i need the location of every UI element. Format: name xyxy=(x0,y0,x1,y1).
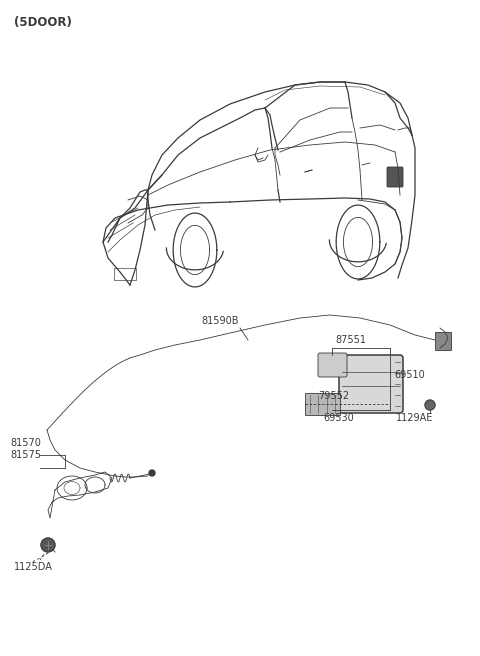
FancyBboxPatch shape xyxy=(339,355,403,413)
FancyBboxPatch shape xyxy=(318,353,347,377)
Text: 81570: 81570 xyxy=(10,438,41,448)
Bar xyxy=(435,332,451,350)
Bar xyxy=(114,268,136,280)
Circle shape xyxy=(41,538,55,552)
Text: 81590B: 81590B xyxy=(201,316,239,326)
Text: 1129AE: 1129AE xyxy=(396,413,433,423)
Text: 81575: 81575 xyxy=(10,450,41,460)
Text: (5DOOR): (5DOOR) xyxy=(14,16,72,29)
Bar xyxy=(305,393,340,415)
Text: 87551: 87551 xyxy=(335,335,366,345)
Circle shape xyxy=(425,400,435,410)
Text: 1125DA: 1125DA xyxy=(14,562,53,572)
Circle shape xyxy=(149,470,155,476)
Text: 69530: 69530 xyxy=(323,413,354,423)
FancyBboxPatch shape xyxy=(387,167,403,187)
Text: 79552: 79552 xyxy=(318,391,349,401)
Text: 69510: 69510 xyxy=(394,370,425,380)
